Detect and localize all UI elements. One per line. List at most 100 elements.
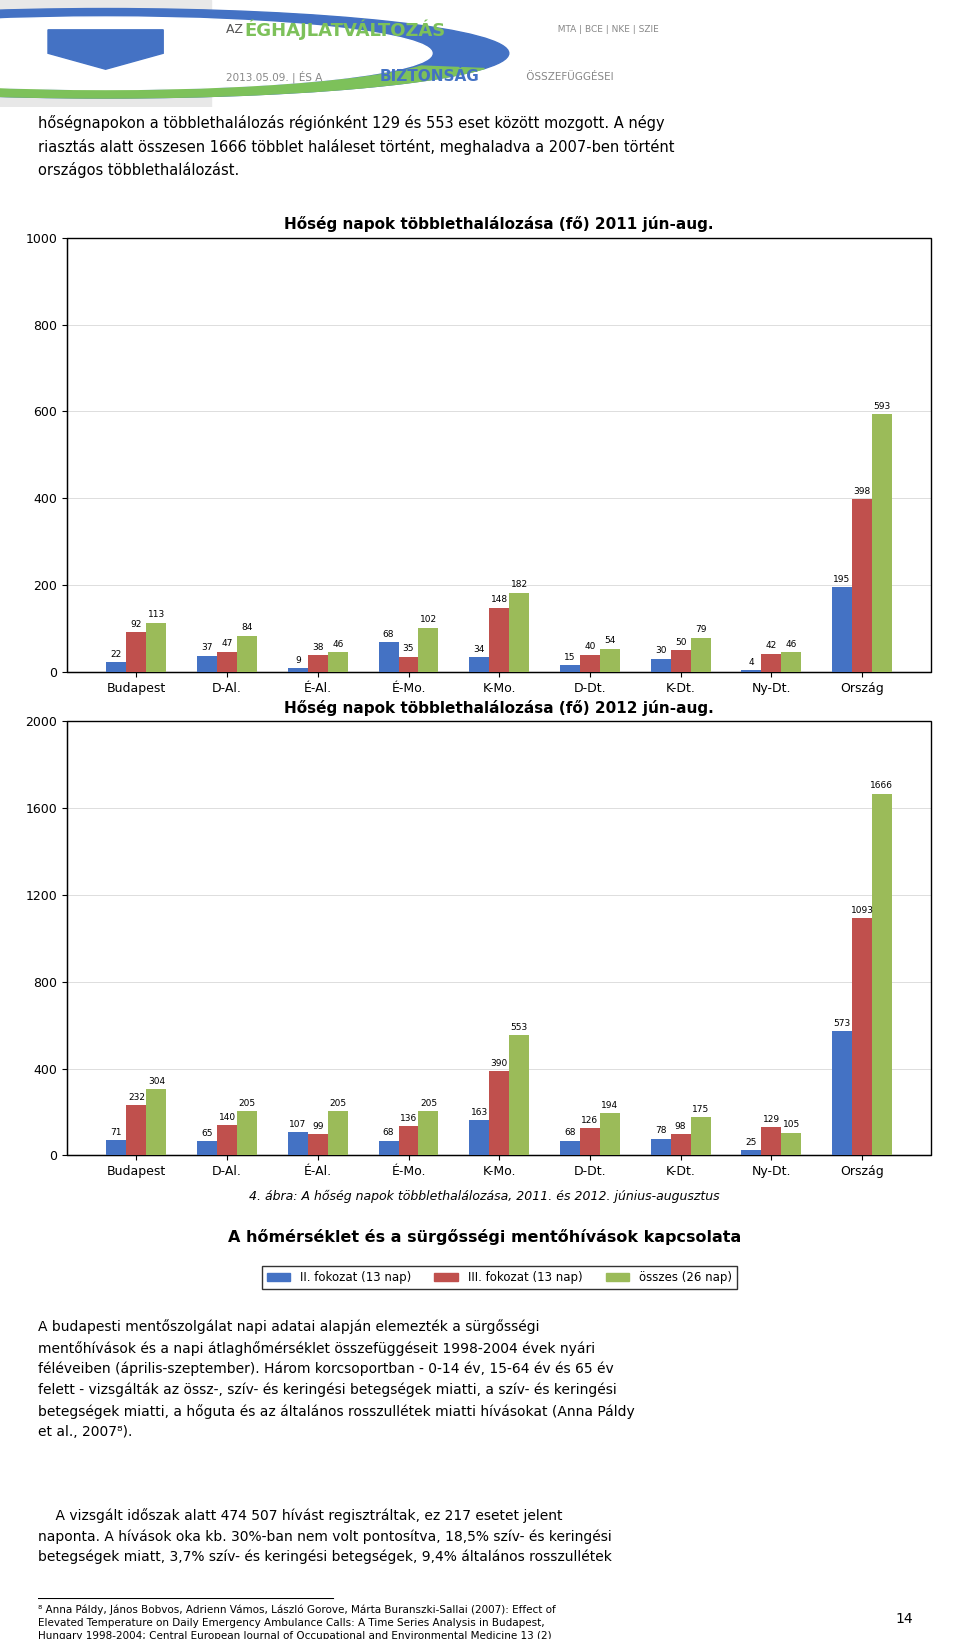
Text: 79: 79 bbox=[695, 624, 707, 634]
Text: A hőmérséklet és a sürgősségi mentőhívások kapcsolata: A hőmérséklet és a sürgősségi mentőhívás… bbox=[228, 1229, 741, 1246]
Bar bbox=[741, 1151, 761, 1155]
Text: 37: 37 bbox=[202, 644, 213, 652]
Text: 182: 182 bbox=[511, 580, 528, 590]
Bar bbox=[832, 587, 852, 672]
Text: 205: 205 bbox=[238, 1098, 255, 1108]
Wedge shape bbox=[0, 66, 485, 98]
Circle shape bbox=[0, 8, 509, 98]
Text: 25: 25 bbox=[746, 1137, 757, 1147]
Text: 92: 92 bbox=[131, 620, 142, 629]
Bar bbox=[872, 793, 892, 1155]
Text: 102: 102 bbox=[420, 615, 437, 624]
Bar bbox=[217, 652, 237, 672]
Bar bbox=[580, 654, 600, 672]
Text: A vizsgált időszak alatt 474 507 hívást regisztráltak, ez 217 esetet jelent
napo: A vizsgált időszak alatt 474 507 hívást … bbox=[38, 1508, 612, 1564]
Text: 65: 65 bbox=[202, 1129, 213, 1137]
Bar bbox=[781, 652, 802, 672]
Bar bbox=[67, 721, 931, 1155]
Text: 573: 573 bbox=[833, 1019, 851, 1028]
Text: 4: 4 bbox=[749, 657, 755, 667]
Bar bbox=[398, 1126, 419, 1155]
Bar bbox=[490, 608, 509, 672]
Bar bbox=[469, 1119, 490, 1155]
Bar bbox=[237, 1111, 257, 1155]
Text: 68: 68 bbox=[383, 1129, 395, 1137]
Bar bbox=[378, 1141, 398, 1155]
Bar bbox=[761, 1128, 781, 1155]
Text: ⁸ Anna Páldy, János Bobvos, Adrienn Vámos, László Gorove, Márta Buranszki-Sallai: ⁸ Anna Páldy, János Bobvos, Adrienn Vámo… bbox=[38, 1605, 556, 1639]
Text: 126: 126 bbox=[582, 1116, 598, 1124]
Bar bbox=[146, 1090, 166, 1155]
Title: Hőség napok többlethalálozása (fő) 2012 jún-aug.: Hőség napok többlethalálozása (fő) 2012 … bbox=[284, 700, 714, 716]
Text: 205: 205 bbox=[329, 1098, 347, 1108]
Legend: II. fokozat (7 nap), III. fokozat (7 nap), összes (14 nap): II. fokozat (7 nap), III. fokozat (7 nap… bbox=[269, 783, 730, 805]
Bar bbox=[560, 1141, 580, 1155]
Bar bbox=[690, 1118, 710, 1155]
Text: 553: 553 bbox=[511, 1023, 528, 1033]
Text: 398: 398 bbox=[853, 487, 871, 495]
Bar bbox=[419, 1111, 439, 1155]
Text: 14: 14 bbox=[896, 1611, 913, 1626]
Bar bbox=[690, 638, 710, 672]
Text: ÖSSZEFÜGGÉSEI: ÖSSZEFÜGGÉSEI bbox=[523, 72, 613, 82]
Text: 205: 205 bbox=[420, 1098, 437, 1108]
Bar bbox=[327, 652, 348, 672]
Bar bbox=[872, 415, 892, 672]
Text: 98: 98 bbox=[675, 1123, 686, 1131]
Bar bbox=[651, 1139, 671, 1155]
Bar bbox=[378, 642, 398, 672]
Text: ÉGHAJLATVÁLTOZÁS: ÉGHAJLATVÁLTOZÁS bbox=[245, 20, 446, 39]
Text: 46: 46 bbox=[332, 639, 344, 649]
Text: 99: 99 bbox=[312, 1121, 324, 1131]
Text: 78: 78 bbox=[655, 1126, 666, 1136]
Text: 194: 194 bbox=[601, 1101, 618, 1110]
Circle shape bbox=[0, 16, 432, 90]
Bar bbox=[419, 628, 439, 672]
Bar bbox=[600, 1113, 620, 1155]
Text: 175: 175 bbox=[692, 1105, 709, 1115]
Text: 2013.05.09. | ÉS A: 2013.05.09. | ÉS A bbox=[226, 70, 325, 84]
Text: 163: 163 bbox=[470, 1108, 488, 1116]
Text: 113: 113 bbox=[148, 610, 165, 620]
Legend: II. fokozat (13 nap), III. fokozat (13 nap), összes (26 nap): II. fokozat (13 nap), III. fokozat (13 n… bbox=[262, 1267, 736, 1288]
Bar bbox=[197, 1141, 217, 1155]
Bar bbox=[761, 654, 781, 672]
Bar bbox=[0, 0, 211, 107]
Text: 42: 42 bbox=[766, 641, 777, 651]
Text: AZ: AZ bbox=[226, 23, 247, 36]
Text: 390: 390 bbox=[491, 1059, 508, 1067]
Bar bbox=[651, 659, 671, 672]
Text: BIZTONSÁG: BIZTONSÁG bbox=[379, 69, 479, 84]
Bar bbox=[237, 636, 257, 672]
Bar bbox=[67, 238, 931, 672]
Bar bbox=[741, 670, 761, 672]
Text: 50: 50 bbox=[675, 638, 686, 647]
Bar bbox=[197, 656, 217, 672]
Bar bbox=[107, 662, 127, 672]
Bar bbox=[600, 649, 620, 672]
Text: 15: 15 bbox=[564, 652, 576, 662]
Text: 105: 105 bbox=[782, 1121, 800, 1129]
Bar bbox=[308, 1134, 327, 1155]
Bar bbox=[509, 1036, 529, 1155]
Text: 54: 54 bbox=[604, 636, 615, 646]
Text: 68: 68 bbox=[383, 629, 395, 639]
Text: 71: 71 bbox=[110, 1128, 122, 1137]
Text: A budapesti mentőszolgálat napi adatai alapján elemezték a sürgősségi
mentőhívás: A budapesti mentőszolgálat napi adatai a… bbox=[38, 1319, 636, 1439]
Text: hőségnapokon a többlethalálozás régiónként 129 és 553 eset között mozgott. A nég: hőségnapokon a többlethalálozás régiónké… bbox=[38, 115, 675, 179]
Text: 46: 46 bbox=[785, 639, 797, 649]
Text: 232: 232 bbox=[128, 1093, 145, 1101]
Text: 107: 107 bbox=[289, 1119, 306, 1129]
Text: 1093: 1093 bbox=[851, 906, 874, 915]
Text: 148: 148 bbox=[491, 595, 508, 605]
Bar bbox=[671, 1134, 690, 1155]
Bar bbox=[288, 669, 308, 672]
Bar bbox=[107, 1141, 127, 1155]
Bar bbox=[288, 1133, 308, 1155]
Bar bbox=[832, 1031, 852, 1155]
Text: 40: 40 bbox=[585, 642, 595, 651]
Polygon shape bbox=[48, 30, 163, 69]
Text: 136: 136 bbox=[400, 1115, 418, 1123]
Text: MTA | BCE | NKE | SZIE: MTA | BCE | NKE | SZIE bbox=[552, 25, 659, 34]
Bar bbox=[217, 1124, 237, 1155]
